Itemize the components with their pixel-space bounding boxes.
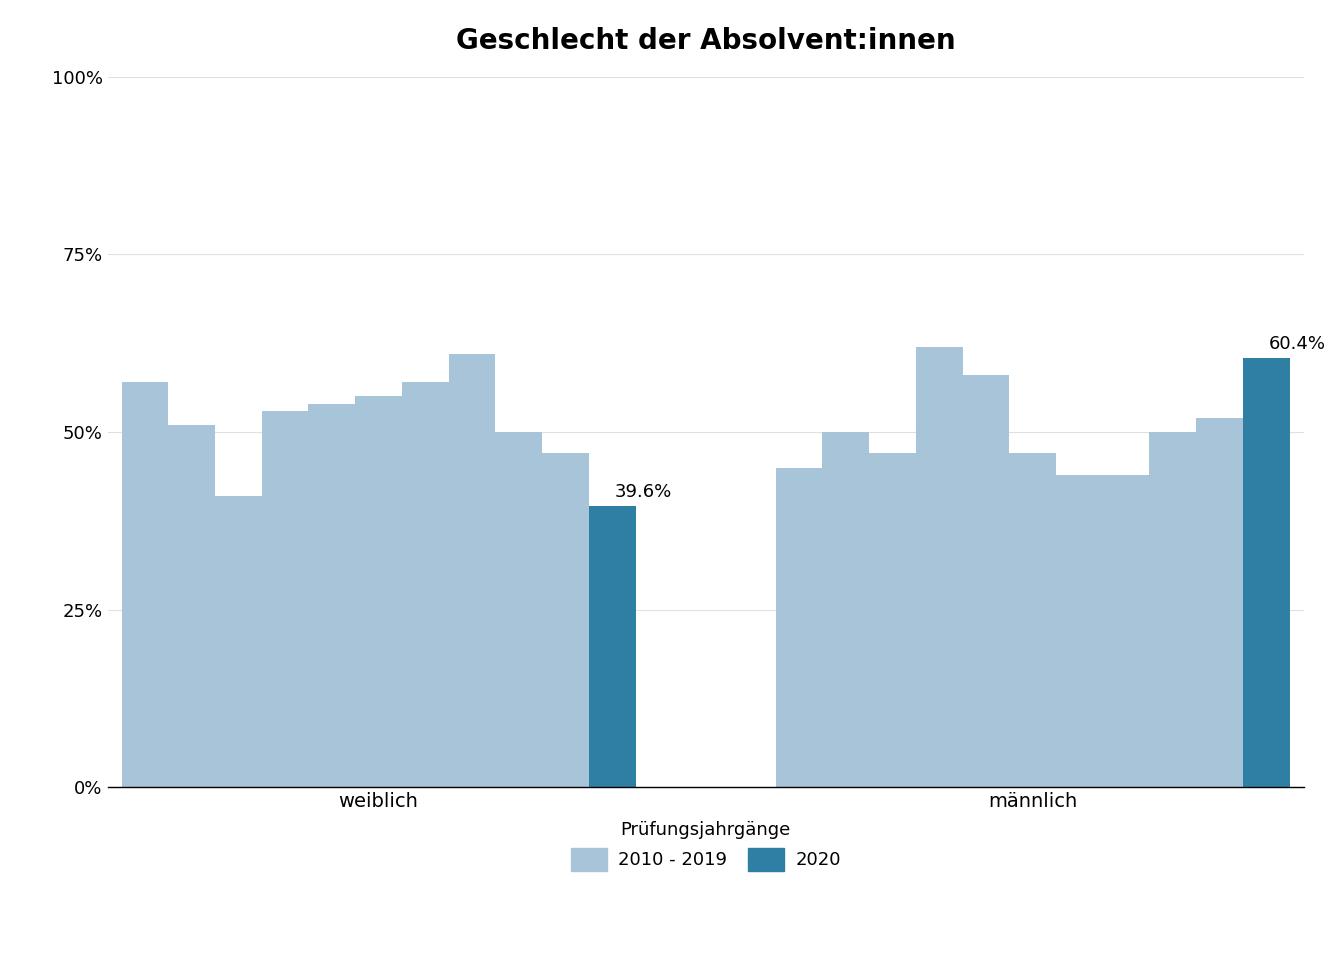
Bar <box>449 354 496 787</box>
Bar <box>1149 432 1196 787</box>
Bar <box>355 396 402 787</box>
Bar <box>589 506 636 787</box>
Bar <box>775 468 823 787</box>
Bar <box>915 347 962 787</box>
Bar <box>1103 474 1149 787</box>
Bar <box>308 403 355 787</box>
Bar <box>962 375 1009 787</box>
Text: 39.6%: 39.6% <box>614 483 672 501</box>
Bar <box>402 382 449 787</box>
Bar <box>823 432 870 787</box>
Title: Geschlecht der Absolvent:innen: Geschlecht der Absolvent:innen <box>456 27 956 55</box>
Bar <box>542 453 589 787</box>
Bar <box>1056 474 1103 787</box>
Bar <box>215 496 262 787</box>
Bar <box>1196 418 1243 787</box>
Bar <box>1009 453 1056 787</box>
Text: 60.4%: 60.4% <box>1269 335 1325 353</box>
Bar <box>121 382 168 787</box>
Bar <box>168 425 215 787</box>
Bar <box>1243 358 1290 787</box>
Bar <box>496 432 542 787</box>
Legend: 2010 - 2019, 2020: 2010 - 2019, 2020 <box>571 822 840 871</box>
Bar <box>870 453 915 787</box>
Bar <box>262 411 308 787</box>
